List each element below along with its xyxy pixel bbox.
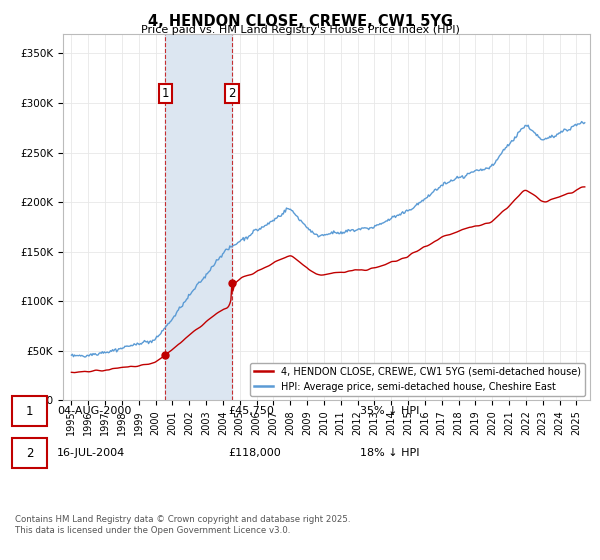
Text: Price paid vs. HM Land Registry's House Price Index (HPI): Price paid vs. HM Land Registry's House … [140, 25, 460, 35]
Text: 4, HENDON CLOSE, CREWE, CW1 5YG: 4, HENDON CLOSE, CREWE, CW1 5YG [148, 14, 452, 29]
Text: 35% ↓ HPI: 35% ↓ HPI [360, 406, 419, 416]
Text: 16-JUL-2004: 16-JUL-2004 [57, 448, 125, 458]
Text: £118,000: £118,000 [228, 448, 281, 458]
Text: 1: 1 [161, 87, 169, 100]
Text: 2: 2 [228, 87, 236, 100]
Text: 1: 1 [26, 404, 33, 418]
Legend: 4, HENDON CLOSE, CREWE, CW1 5YG (semi-detached house), HPI: Average price, semi-: 4, HENDON CLOSE, CREWE, CW1 5YG (semi-de… [250, 363, 585, 395]
Text: £45,750: £45,750 [228, 406, 274, 416]
Text: 18% ↓ HPI: 18% ↓ HPI [360, 448, 419, 458]
Text: 2: 2 [26, 446, 33, 460]
Text: Contains HM Land Registry data © Crown copyright and database right 2025.
This d: Contains HM Land Registry data © Crown c… [15, 515, 350, 535]
Text: 04-AUG-2000: 04-AUG-2000 [57, 406, 131, 416]
